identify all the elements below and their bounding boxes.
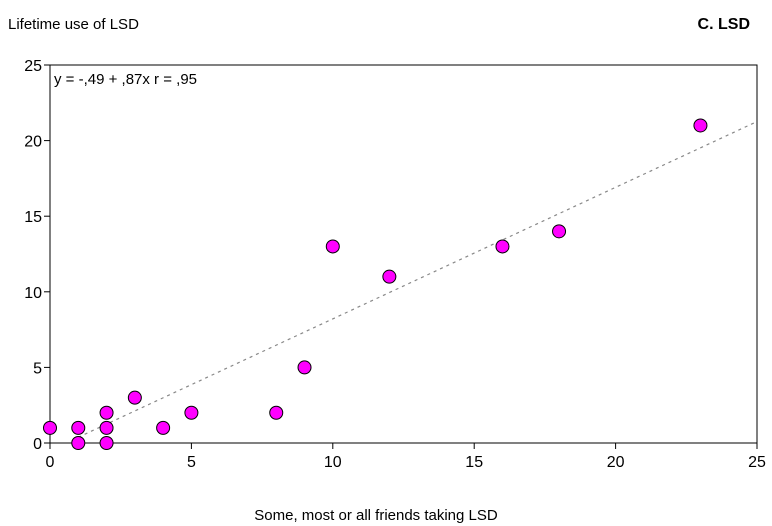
- y-tick-label: 0: [33, 436, 42, 453]
- x-tick-label: 5: [187, 454, 196, 471]
- scatter-point: [269, 405, 284, 420]
- scatter-point: [127, 390, 142, 405]
- scatter-point: [693, 118, 708, 133]
- scatter-point: [99, 420, 114, 435]
- scatter-point: [43, 420, 57, 435]
- x-tick-label: 0: [46, 454, 55, 471]
- regression-annotation: y = -,49 + ,87x r = ,95: [54, 71, 197, 88]
- scatter-point: [156, 420, 171, 435]
- chart-title: Lifetime use of LSD: [8, 16, 139, 33]
- panel-label: C. LSD: [698, 16, 750, 33]
- scatter-point: [552, 224, 567, 239]
- x-tick-label: 10: [324, 454, 342, 471]
- data-points: [43, 118, 708, 450]
- scatter-point: [99, 405, 114, 420]
- x-tick-label: 20: [607, 454, 625, 471]
- x-tick-label: 25: [748, 454, 766, 471]
- x-tick-label: 15: [465, 454, 483, 471]
- scatter-point: [99, 436, 114, 450]
- y-tick-label: 25: [24, 58, 42, 75]
- y-tick-label: 5: [33, 360, 42, 377]
- scatter-point: [382, 269, 397, 284]
- scatter-point: [297, 360, 312, 375]
- x-axis: 0 5 10 15 20 25: [46, 443, 766, 471]
- regression-line: [78, 121, 758, 438]
- y-tick-label: 15: [24, 209, 42, 226]
- scatter-point: [71, 436, 86, 450]
- y-tick-label: 10: [24, 285, 42, 302]
- y-tick-label: 20: [24, 134, 42, 151]
- y-axis: 0 5 10 15 20 25: [24, 58, 50, 453]
- scatter-point: [495, 239, 510, 254]
- scatter-point: [325, 239, 340, 254]
- scatter-point: [71, 420, 86, 435]
- plot-area: [49, 64, 758, 444]
- scatter-point: [184, 405, 199, 420]
- x-axis-label: Some, most or all friends taking LSD: [254, 507, 498, 524]
